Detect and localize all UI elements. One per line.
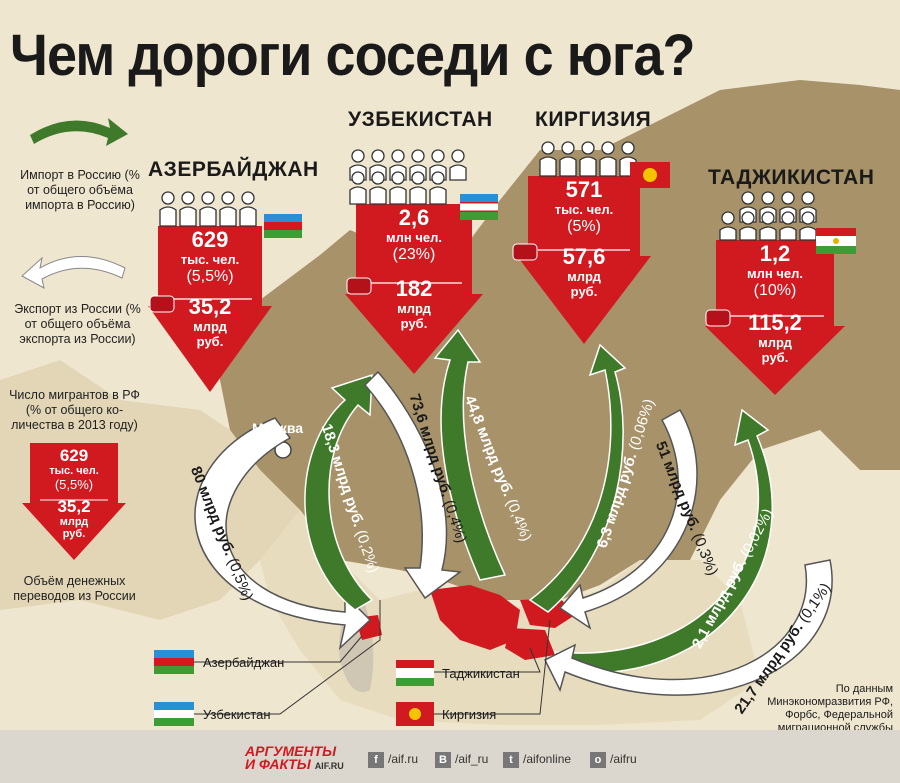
box-tajikistan-shape (705, 240, 845, 395)
flag-kyrgyzstan-icon (630, 162, 670, 188)
box-kyrgyzstan-shape (517, 176, 651, 344)
people-icons-tajikistan (719, 191, 817, 241)
box-kyrgyzstan: 571 тыс. чел. (5%) 57,6 млрд руб. (528, 177, 640, 300)
migrant-pct: (5,5%) (186, 268, 234, 285)
box-uzbekistan: 2,6 млн чел. (23%) 182 млрд руб. (356, 205, 472, 332)
legend-flag-azerbaijan-icon (154, 650, 194, 674)
migrant-pct: (23%) (392, 246, 436, 263)
uzbekistan-shape (430, 585, 520, 650)
legend-box-money-unit1: млрд (59, 516, 89, 528)
migrant-count: 629 (191, 227, 229, 252)
transfer-unit-1: млрд (193, 319, 227, 334)
migrant-pct: (10%) (753, 282, 797, 299)
legend-box-pct: (5,5%) (54, 477, 94, 492)
country-name-uzbekistan: УЗБЕКИСТАН (348, 108, 493, 131)
flag-uzbekistan-icon (460, 194, 498, 220)
migrant-count: 571 (565, 177, 603, 202)
odnoklassniki-link[interactable]: o/aifru (590, 752, 637, 768)
legend-flag-kyrgyzstan-icon (396, 702, 434, 726)
twitter-icon: t (503, 752, 519, 768)
flag-tajikistan-icon (816, 228, 856, 254)
legend-migrants-text: Число мигрантов в РФ (% от общего ко-лич… (9, 388, 140, 432)
migrant-unit: млн чел. (386, 230, 442, 245)
migrant-unit: млн чел. (747, 266, 803, 281)
migrant-count: 2,6 (398, 205, 430, 230)
transfer-unit-2: руб. (761, 350, 789, 365)
flag-legend-kyrgyzstan: Киргизия (442, 707, 497, 722)
migrant-pct: (5%) (567, 218, 601, 235)
legend-box-money: 35,2 (57, 497, 91, 516)
people-icons-uzbekistan (349, 149, 467, 205)
tajikistan-shape (505, 628, 555, 660)
migrant-unit: тыс. чел. (554, 202, 614, 217)
transfer-unit-2: руб. (196, 334, 224, 349)
logo-line-2: И ФАКТЫ AIF.RU (245, 756, 344, 772)
arrow-tj-export (543, 559, 833, 696)
moscow-label: Москва (252, 420, 304, 436)
country-name-kyrgyzstan: КИРГИЗИЯ (535, 108, 652, 131)
aif-logo[interactable]: АРГУМЕНТЫ И ФАКТЫ AIF.RU (245, 743, 344, 773)
vk-icon: B (435, 752, 451, 768)
box-azerbaijan-shape (148, 226, 272, 392)
country-name-tajikistan: ТАДЖИКИСТАН (708, 166, 875, 189)
arrow-az-import (304, 373, 374, 611)
people-icons-kyrgyzstan (539, 141, 637, 177)
arrow-kg-export (558, 408, 698, 630)
legend-box-money-unit2: руб. (62, 528, 86, 540)
transfer-amount: 57,6 (562, 244, 606, 269)
arrow-uz-export (363, 370, 462, 600)
flag-azerbaijan-icon (264, 214, 302, 238)
arrow-az-export (194, 417, 372, 651)
people-icons-azerbaijan (159, 191, 257, 227)
transfer-unit-2: руб. (570, 284, 598, 299)
migrant-count: 1,2 (759, 241, 791, 266)
transfer-amount: 182 (395, 276, 433, 301)
twitter-link[interactable]: t/aifonline (503, 752, 571, 768)
country-name-azerbaijan: АЗЕРБАЙДЖАН (148, 158, 319, 181)
arrow-tj-import (554, 408, 773, 675)
transfer-unit-1: млрд (567, 269, 601, 284)
transfer-unit-1: млрд (758, 335, 792, 350)
legend-transfers-text: Объём денежных переводов из России (13, 574, 136, 603)
legend-export-text: Экспорт из России (% от общего объёма эк… (14, 302, 141, 346)
box-legend-shape (22, 443, 126, 560)
page-title: Чем дороги соседи с юга? (10, 23, 695, 88)
legend-flag-uzbekistan-icon (154, 702, 194, 726)
flag-legend-uzbekistan: Узбекистан (203, 707, 271, 722)
transfer-amount: 35,2 (188, 294, 232, 319)
facebook-icon: f (368, 752, 384, 768)
flag-legend-tajikistan: Таджикистан (442, 666, 520, 681)
russia-landmass (215, 80, 900, 600)
box-uzbekistan-shape (345, 204, 483, 374)
transfer-unit-1: млрд (397, 301, 431, 316)
legend-box: 629 тыс. чел. (5,5%) 35,2 млрд руб. (30, 446, 118, 540)
box-tajikistan: 1,2 млн чел. (10%) 115,2 млрд руб. (716, 241, 834, 366)
logo-line-1: АРГУМЕНТЫ (245, 743, 337, 759)
transfer-unit-2: руб. (400, 316, 428, 331)
legend-flag-tajikistan-icon (396, 660, 434, 686)
odnoklassniki-icon: o (590, 752, 606, 768)
legend-export-arrow (21, 256, 126, 289)
box-azerbaijan: 629 тыс. чел. (5,5%) 35,2 млрд руб. (158, 227, 262, 350)
legend-box-count: 629 (59, 446, 89, 465)
legend-import-text: Импорт в Россию (% от общего объёма импо… (20, 168, 140, 212)
arrow-kg-import (528, 343, 627, 613)
source-note: По данным Минэкономразвития РФ, Форбс, Ф… (767, 683, 893, 734)
migrant-unit: тыс. чел. (180, 252, 240, 267)
arrow-uz-import (433, 328, 507, 581)
facebook-link[interactable]: f/aif.ru (368, 752, 418, 768)
legend-import-arrow (30, 118, 128, 146)
vk-link[interactable]: B/aif_ru (435, 752, 488, 768)
legend-box-unit: тыс. чел. (49, 465, 99, 477)
flag-legend-azerbaijan: Азербайджан (203, 655, 285, 670)
wallet-icon (149, 243, 731, 327)
transfer-amount: 115,2 (748, 310, 802, 335)
